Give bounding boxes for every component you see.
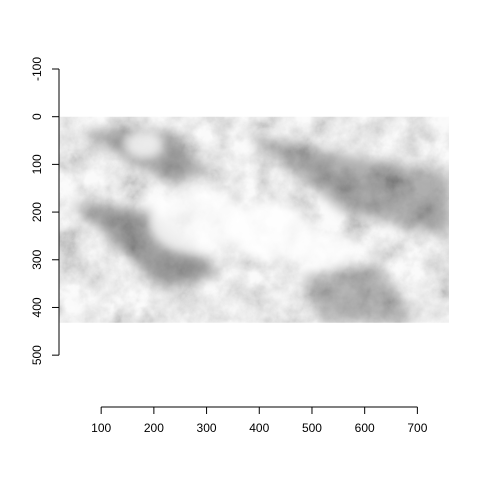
y-tick-label: 200 xyxy=(30,202,44,222)
y-tick-label: 400 xyxy=(30,297,44,317)
bright-patch xyxy=(122,131,165,160)
dark-band xyxy=(69,202,223,289)
y-tick-label: 500 xyxy=(30,345,44,365)
x-tick-label: 200 xyxy=(144,421,164,435)
bright-patch xyxy=(148,188,244,255)
x-axis: 100 200 300 400 500 600 700 xyxy=(91,406,428,435)
x-tick-label: 400 xyxy=(249,421,269,435)
y-tick-label: 300 xyxy=(30,249,44,269)
bright-patch xyxy=(227,202,312,260)
y-tick-label: -100 xyxy=(30,57,44,81)
x-tick-label: 300 xyxy=(197,421,217,435)
x-tick-label: 600 xyxy=(355,421,375,435)
dark-band xyxy=(301,264,418,323)
y-tick-label: 0 xyxy=(30,113,44,120)
bright-patch xyxy=(290,231,355,270)
x-tick-label: 100 xyxy=(91,421,111,435)
x-tick-label: 500 xyxy=(302,421,322,435)
y-axis: -100 0 100 200 300 400 500 xyxy=(30,57,60,365)
x-tick-label: 700 xyxy=(407,421,427,435)
y-tick-label: 100 xyxy=(30,154,44,174)
heatmap-image xyxy=(59,116,449,323)
dark-band xyxy=(248,135,449,236)
